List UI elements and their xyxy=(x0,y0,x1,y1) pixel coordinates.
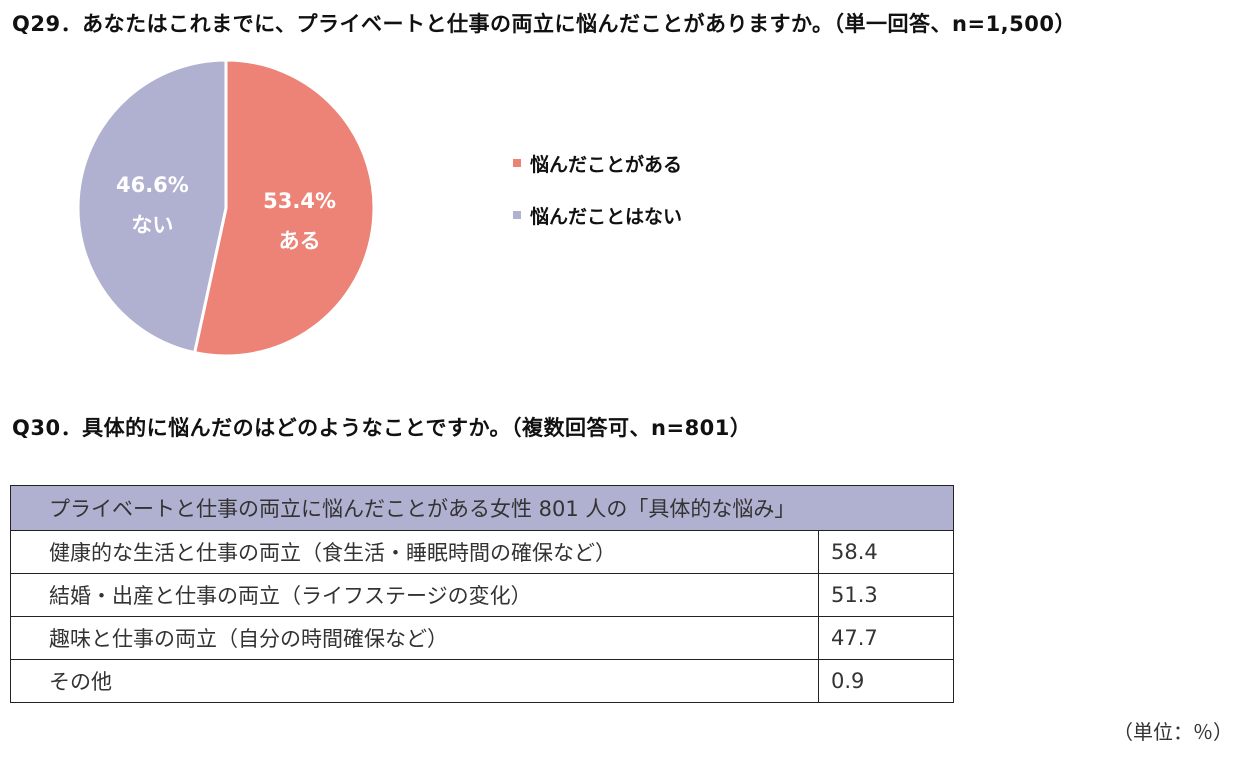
row-value: 47.7 xyxy=(818,616,954,660)
table-row: 趣味と仕事の両立（自分の時間確保など） 47.7 xyxy=(10,616,954,660)
pie-slice-yes xyxy=(192,58,376,358)
table-row: その他 0.9 xyxy=(10,659,954,703)
row-label: 健康的な生活と仕事の両立（食生活・睡眠時間の確保など） xyxy=(10,530,819,574)
table-row: 結婚・出産と仕事の両立（ライフステージの変化） 51.3 xyxy=(10,573,954,617)
row-label: 結婚・出産と仕事の両立（ライフステージの変化） xyxy=(10,573,819,617)
q30-question-title: Q30．具体的に悩んだのはどのようなことですか。（複数回答可、n=801） xyxy=(12,416,752,440)
legend-label-no: 悩んだことはない xyxy=(530,205,683,228)
pie-value-label-no: 46.6% xyxy=(116,173,189,197)
pie-legend: 悩んだことがある 悩んだことはない xyxy=(513,150,682,254)
table-row: 健康的な生活と仕事の両立（食生活・睡眠時間の確保など） 58.4 xyxy=(10,530,954,574)
legend-swatch-no xyxy=(513,211,521,219)
pie-value-label-yes: 53.4% xyxy=(263,189,336,213)
pie-category-label-yes: ある xyxy=(279,229,321,253)
table-header-row: プライベートと仕事の両立に悩んだことがある女性 801 人の「具体的な悩み」 xyxy=(10,485,954,531)
unit-note: （単位：％） xyxy=(1113,720,1233,744)
legend-label-yes: 悩んだことがある xyxy=(530,153,683,176)
legend-swatch-yes xyxy=(513,159,521,167)
row-value: 0.9 xyxy=(818,659,954,703)
row-value: 51.3 xyxy=(818,573,954,617)
row-label: 趣味と仕事の両立（自分の時間確保など） xyxy=(10,616,819,660)
table-header: プライベートと仕事の両立に悩んだことがある女性 801 人の「具体的な悩み」 xyxy=(10,485,954,531)
row-label: その他 xyxy=(10,659,819,703)
legend-item-no: 悩んだことはない xyxy=(513,202,682,228)
pie-category-label-no: ない xyxy=(131,213,173,237)
row-value: 58.4 xyxy=(818,530,954,574)
legend-item-yes: 悩んだことがある xyxy=(513,150,682,176)
pie-chart: 53.4% ある 46.6% ない xyxy=(76,58,376,358)
pie-slice-no xyxy=(76,58,228,355)
q29-question-title: Q29．あなたはこれまでに、プライベートと仕事の両立に悩んだことがありますか。（… xyxy=(12,12,1076,36)
worries-table: プライベートと仕事の両立に悩んだことがある女性 801 人の「具体的な悩み」 健… xyxy=(10,485,954,703)
